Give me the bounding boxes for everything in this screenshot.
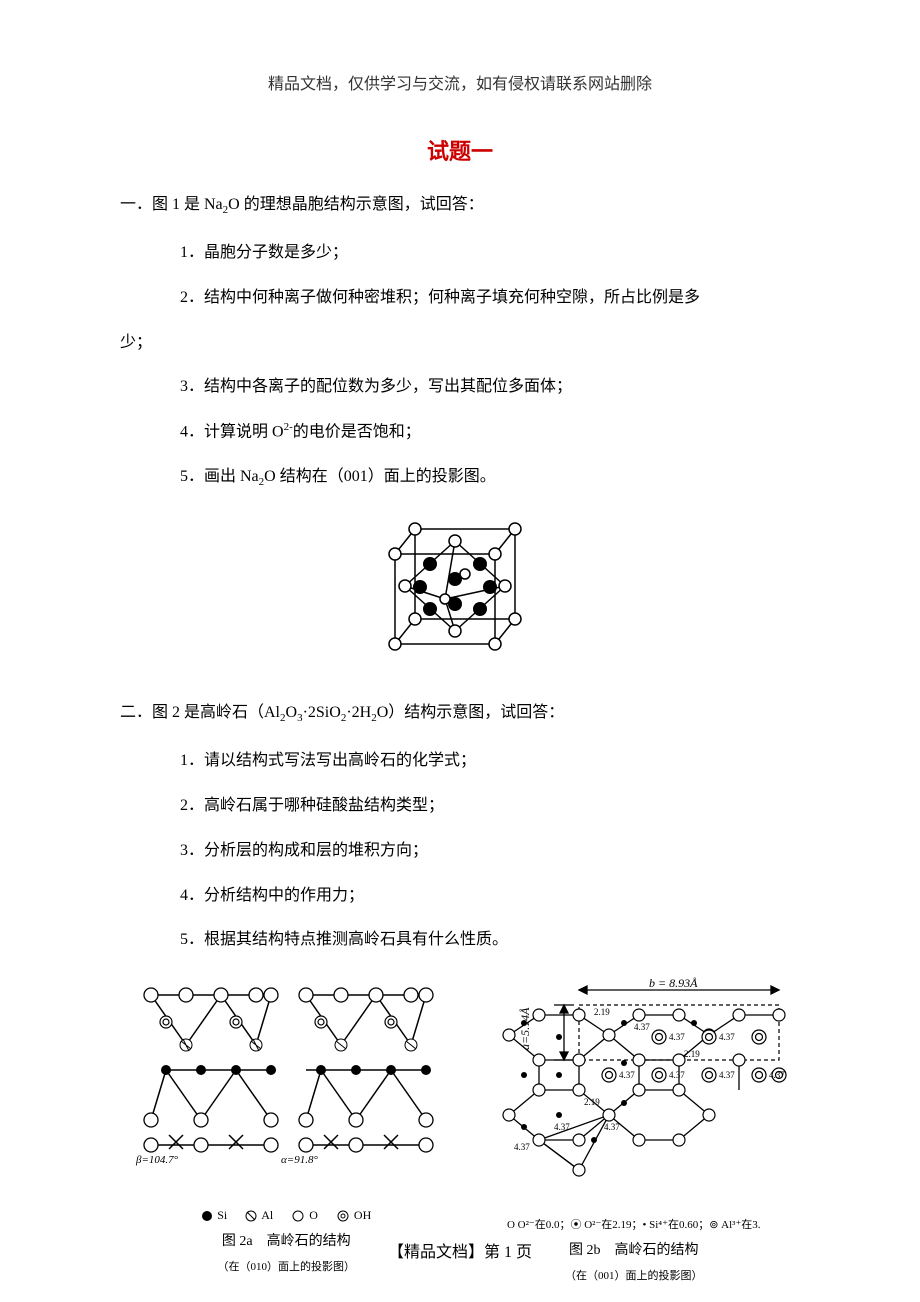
lbl-219l: 2.19 bbox=[584, 1097, 600, 1107]
crystal-structure-diagram bbox=[375, 509, 545, 669]
q2-item3: 3．分析层的构成和层的堆积方向； bbox=[180, 837, 800, 866]
figure2-row: β=104.7° α=91.8° Si Al O OH 图 2a 高岭石的结构 … bbox=[120, 975, 800, 1282]
q2-pre: 二．图 2 是高岭石（Al bbox=[120, 704, 280, 721]
fig2b-legend-text: O O²⁻在0.0；⦿ O²⁻在2.19；• Si⁴⁺在0.60；⊚ Al³⁺在… bbox=[468, 1216, 801, 1232]
q1-heading: 一．图 1 是 Na2O 的理想晶胞结构示意图，试回答： bbox=[120, 191, 800, 221]
q1-heading-post: O 的理想晶胞结构示意图，试回答： bbox=[228, 196, 484, 213]
q1-item2-cont: 少； bbox=[120, 329, 800, 358]
q2-item2: 2．高岭石属于哪种硅酸盐结构类型； bbox=[180, 792, 800, 821]
exam-title: 试题一 bbox=[120, 134, 800, 166]
q1-heading-pre: 一．图 1 是 Na bbox=[120, 196, 223, 213]
q2-item1: 1．请以结构式写法写出高岭石的化学式； bbox=[180, 747, 800, 776]
q2-m3: ·2H bbox=[346, 704, 371, 721]
q2-post: O）结构示意图，试回答： bbox=[377, 704, 565, 721]
kaolinite-001-projection: b = 8.93Å a=5.14Å bbox=[469, 975, 799, 1205]
disclaimer-text: 精品文档，仅供学习与交流，如有侵权请联系网站删除 bbox=[120, 70, 800, 94]
lbl-437-10: 4.37 bbox=[514, 1142, 530, 1152]
q1-item1: 1．晶胞分子数是多少； bbox=[180, 239, 800, 268]
q2-item4: 4．分析结构中的作用力； bbox=[180, 882, 800, 911]
q1-i5-post: O 结构在（001）面上的投影图。 bbox=[264, 468, 496, 485]
lbl-437-9: 4.37 bbox=[769, 1070, 785, 1080]
q2-heading: 二．图 2 是高岭石（Al2O3·2SiO2·2H2O）结构示意图，试回答： bbox=[120, 699, 800, 729]
lbl-437-8: 4.37 bbox=[604, 1122, 620, 1132]
fig2a-beta-label: β=104.7° bbox=[135, 1154, 179, 1166]
lbl-437-3: 4.37 bbox=[719, 1032, 735, 1042]
fig2a-legend: Si Al O OH bbox=[120, 1208, 453, 1223]
q1-i5-pre: 5．画出 Na bbox=[180, 468, 259, 485]
lbl-437-4: 4.37 bbox=[619, 1070, 635, 1080]
legend-al: Al bbox=[245, 1208, 273, 1223]
figure2a-container: β=104.7° α=91.8° Si Al O OH 图 2a 高岭石的结构 … bbox=[120, 975, 453, 1273]
fig2a-alpha-label: α=91.8° bbox=[281, 1154, 318, 1166]
lbl-437-1: 4.37 bbox=[634, 1022, 650, 1032]
q2-m2: ·2SiO bbox=[303, 704, 341, 721]
q2-item5: 5．根据其结构特点推测高岭石具有什么性质。 bbox=[180, 926, 800, 955]
lbl-437-5: 4.37 bbox=[669, 1070, 685, 1080]
q2-m1: O bbox=[286, 704, 298, 721]
lbl-219m: 2.19 bbox=[684, 1049, 700, 1059]
q1-item4: 4．计算说明 O2-的电价是否饱和； bbox=[180, 418, 800, 447]
q1-i4-post: 的电价是否饱和； bbox=[293, 424, 421, 441]
legend-si: Si bbox=[201, 1208, 227, 1223]
lbl-219t: 2.19 bbox=[594, 1007, 610, 1017]
fig2b-dim-b: b = 8.93Å bbox=[649, 976, 698, 990]
figure2b-container: b = 8.93Å a=5.14Å bbox=[468, 975, 801, 1282]
fig2b-subcaption: （在（001）面上的投影图） bbox=[468, 1267, 801, 1283]
kaolinite-010-projection: β=104.7° α=91.8° bbox=[131, 975, 441, 1195]
lbl-437-7: 4.37 bbox=[554, 1122, 570, 1132]
legend-oh: OH bbox=[336, 1208, 371, 1223]
legend-o: O bbox=[291, 1208, 318, 1223]
lbl-437-6: 4.37 bbox=[719, 1070, 735, 1080]
lbl-437-2: 4.37 bbox=[669, 1032, 685, 1042]
q1-item3: 3．结构中各离子的配位数为多少，写出其配位多面体； bbox=[180, 373, 800, 402]
figure1-container bbox=[120, 509, 800, 674]
q1-i4-sup: 2- bbox=[284, 421, 293, 433]
page-footer: 【精品文档】第 1 页 bbox=[0, 1238, 920, 1262]
q1-item5: 5．画出 Na2O 结构在（001）面上的投影图。 bbox=[180, 463, 800, 493]
q1-item2: 2．结构中何种离子做何种密堆积；何种离子填充何种空隙，所占比例是多 bbox=[180, 284, 800, 313]
q1-i4-pre: 4．计算说明 O bbox=[180, 424, 284, 441]
